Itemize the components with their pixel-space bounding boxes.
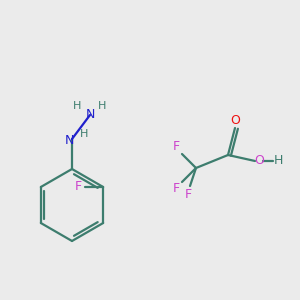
Text: H: H [98, 101, 106, 111]
Text: N: N [64, 134, 74, 146]
Text: F: F [172, 182, 180, 196]
Text: O: O [254, 154, 264, 167]
Text: N: N [85, 107, 95, 121]
Text: F: F [172, 140, 180, 154]
Text: H: H [73, 101, 81, 111]
Text: F: F [75, 181, 82, 194]
Text: O: O [230, 115, 240, 128]
Text: F: F [184, 188, 192, 202]
Text: H: H [273, 154, 283, 167]
Text: H: H [80, 129, 88, 139]
